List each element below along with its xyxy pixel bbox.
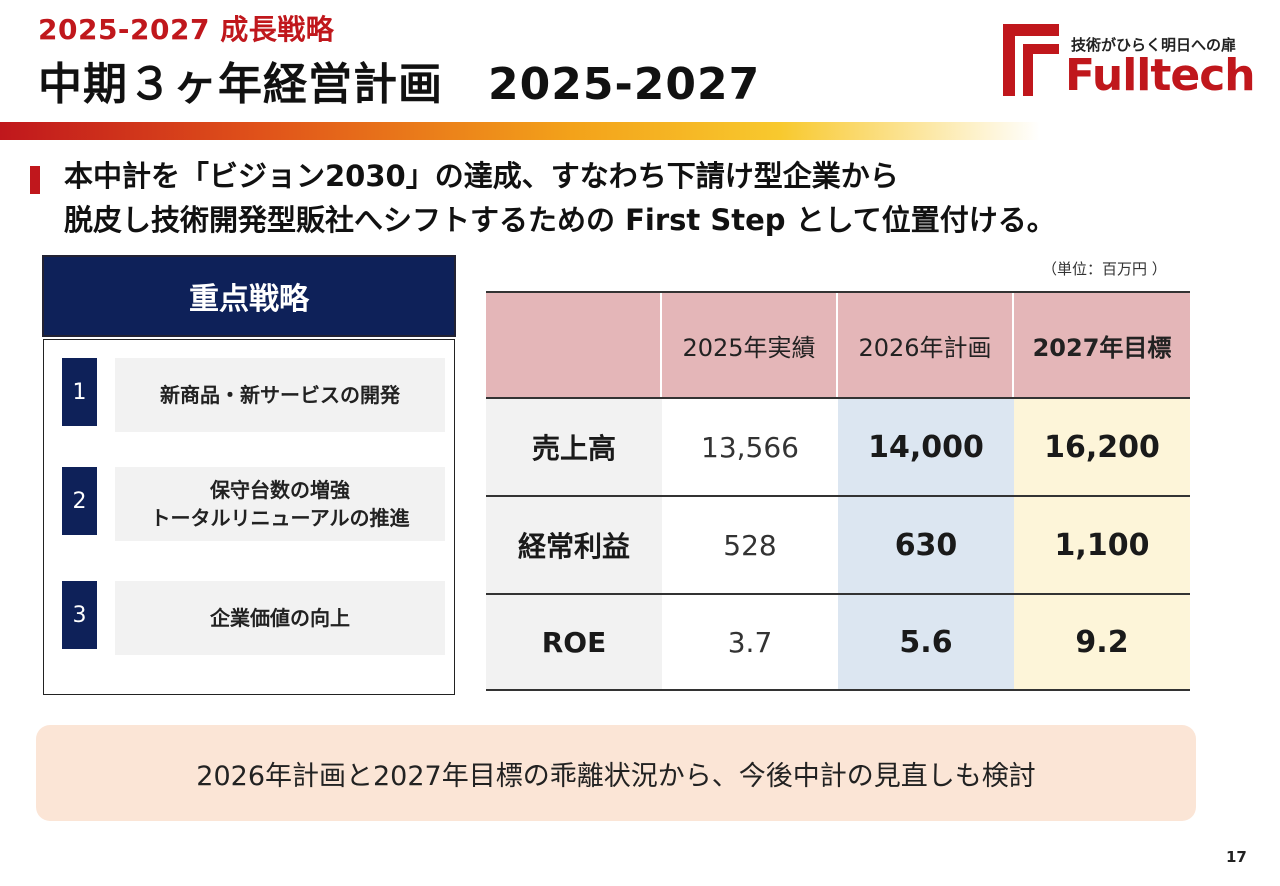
value-2025: 528 <box>662 497 838 593</box>
financial-table: 2025年実績 2026年計画 2027年目標 売上高 13,566 14,00… <box>486 291 1190 691</box>
value-2027: 9.2 <box>1014 595 1190 689</box>
table-row: ROE 3.7 5.6 9.2 <box>486 593 1190 691</box>
lead-line-2: 脱皮し技術開発型販社へシフトするための First Step として位置付ける。 <box>64 203 1056 237</box>
logo-tagline: 技術がひらく明日への扉 <box>1071 36 1237 54</box>
strategy-label: 企業価値の向上 <box>115 581 445 655</box>
table-row: 経常利益 528 630 1,100 <box>486 495 1190 593</box>
lead-marker <box>30 166 40 194</box>
review-note: 2026年計画と2027年目標の乖離状況から、今後中計の見直しも検討 <box>36 725 1196 821</box>
page-number: 17 <box>1226 848 1247 866</box>
value-2027: 1,100 <box>1014 497 1190 593</box>
strategy-number: 2 <box>62 467 97 535</box>
slide-subtitle: 2025-2027 成長戦略 <box>38 13 335 46</box>
row-label: 経常利益 <box>486 497 662 593</box>
row-label: 売上高 <box>486 399 662 495</box>
strategy-item: 2 保守台数の増強 トータルリニューアルの推進 <box>62 467 446 541</box>
value-2027: 16,200 <box>1014 399 1190 495</box>
slide-title: 中期３ヶ年経営計画 2025-2027 <box>38 59 761 110</box>
strategy-label: 保守台数の増強 トータルリニューアルの推進 <box>115 467 445 541</box>
strategy-label: 新商品・新サービスの開発 <box>115 358 445 432</box>
strategy-number: 1 <box>62 358 97 426</box>
value-2025: 13,566 <box>662 399 838 495</box>
lead-line-1: 本中計を「ビジョン2030」の達成、すなわち下請け型企業から <box>64 159 899 193</box>
row-label: ROE <box>486 595 662 689</box>
header-gradient-bar <box>0 122 1040 140</box>
value-2026: 14,000 <box>838 399 1014 495</box>
lead-statement: 本中計を「ビジョン2030」の達成、すなわち下請け型企業から 脱皮し技術開発型販… <box>64 154 1056 242</box>
value-2025: 3.7 <box>662 595 838 689</box>
table-header-cell <box>486 293 662 397</box>
company-logo: 技術がひらく明日への扉 Fulltech <box>1003 24 1256 101</box>
table-header-cell: 2025年実績 <box>662 293 838 397</box>
table-header-row: 2025年実績 2026年計画 2027年目標 <box>486 291 1190 397</box>
unit-note: （単位：百万円 ） <box>1042 260 1167 278</box>
strategy-number: 3 <box>62 581 97 649</box>
table-header-cell: 2027年目標 <box>1014 293 1190 397</box>
fulltech-mark-icon <box>1003 24 1059 96</box>
strategy-heading: 重点戦略 <box>42 255 456 337</box>
table-header-cell: 2026年計画 <box>838 293 1014 397</box>
strategy-item: 3 企業価値の向上 <box>62 581 446 655</box>
value-2026: 5.6 <box>838 595 1014 689</box>
logo-name: Fulltech <box>1065 50 1256 101</box>
strategy-list: 1 新商品・新サービスの開発 2 保守台数の増強 トータルリニューアルの推進 3… <box>43 339 455 695</box>
value-2026: 630 <box>838 497 1014 593</box>
strategy-item: 1 新商品・新サービスの開発 <box>62 358 446 432</box>
table-row: 売上高 13,566 14,000 16,200 <box>486 397 1190 495</box>
